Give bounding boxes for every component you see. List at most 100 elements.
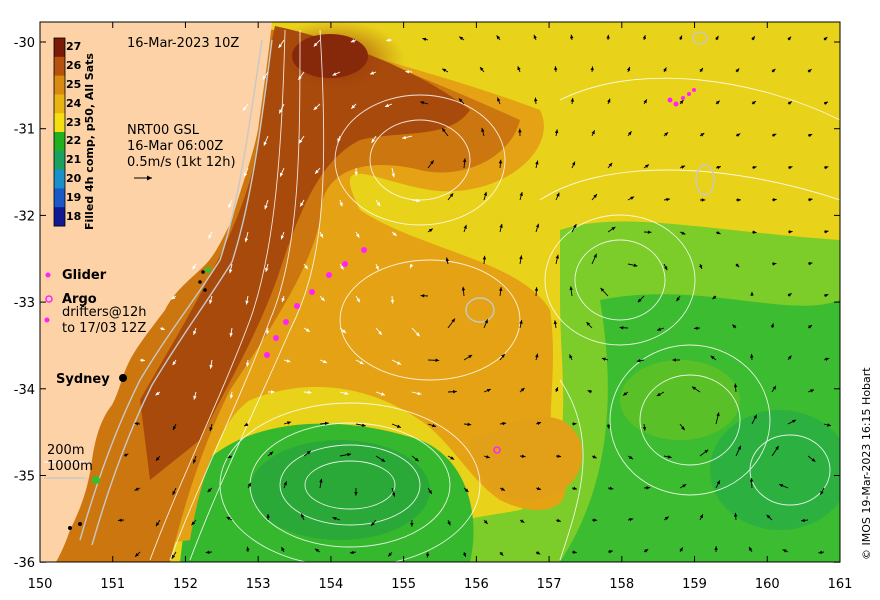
glider-point (692, 88, 696, 92)
velocity-arrow-head (380, 392, 385, 396)
velocity-arrow-head (801, 518, 805, 523)
velocity-arrow-head (430, 160, 434, 165)
velocity-arrow-head (593, 518, 598, 522)
velocity-arrow-head (340, 265, 344, 270)
velocity-vectors (118, 34, 832, 559)
colorbar-swatch (54, 75, 65, 95)
velocity-arrow-head (593, 253, 597, 258)
sea-level-contours (149, 29, 840, 562)
velocity-arrow-head (643, 99, 647, 104)
velocity-arrow-head (771, 68, 776, 73)
velocity-scale-arrow (134, 175, 152, 181)
velocity-arrow-head (534, 287, 539, 291)
velocity-arrow-head (520, 387, 525, 392)
colorbar-swatch (54, 113, 65, 133)
velocity-arrow-head (287, 421, 291, 425)
velocity-arrow-head (787, 293, 792, 297)
velocity-arrow-head (772, 133, 777, 138)
drifter-point (294, 303, 300, 309)
velocity-arrow-head (209, 364, 213, 369)
velocity-arrow-head (315, 169, 319, 174)
velocity-arrow-head (606, 34, 610, 39)
velocity-arrow-head (808, 325, 813, 329)
velocity-arrow-head (378, 330, 382, 335)
velocity-arrow-head (416, 332, 420, 337)
velocity-arrow-head (428, 228, 433, 233)
velocity-arrow-head (306, 450, 311, 455)
velocity-arrow-head (519, 255, 523, 260)
argo-float (493, 446, 501, 454)
velocity-arrow-head (519, 192, 523, 196)
colorbar-tick-label: 18 (66, 209, 82, 223)
velocity-arrow-head (281, 546, 285, 551)
velocity-arrow-head (733, 383, 738, 388)
velocity-arrow-head (700, 133, 705, 137)
velocity-arrow-head (682, 484, 687, 488)
velocity-arrow-head (459, 36, 464, 41)
colorbar-swatch (54, 38, 65, 58)
velocity-arrow-head (714, 546, 718, 550)
velocity-arrow-head (447, 521, 451, 526)
glider-point (681, 96, 685, 100)
velocity-arrow-head (483, 520, 488, 524)
drifter-point (273, 335, 279, 341)
drifter-legend-marker (44, 317, 50, 323)
velocity-arrow-head (554, 129, 559, 134)
velocity-arrow-head (716, 165, 721, 170)
velocity-arrow-head (332, 72, 337, 76)
velocity-arrow-head (749, 478, 754, 482)
velocity-arrow-head (209, 427, 213, 432)
velocity-arrow-head (681, 426, 685, 431)
velocity-arrow-head (772, 198, 777, 202)
velocity-arrow-head (735, 68, 740, 73)
velocity-arrow-head (691, 386, 696, 391)
velocity-arrow-head (827, 423, 831, 427)
velocity-arrow-head (298, 139, 303, 144)
colorbar-title: Filled 4h comp, p50, All Sats (83, 53, 96, 230)
velocity-arrow-head (160, 326, 165, 331)
velocity-arrow-head (573, 224, 577, 229)
velocity-arrow-head (278, 44, 283, 49)
velocity-arrow-head (517, 66, 521, 71)
velocity-arrow-head (483, 191, 488, 196)
velocity-arrow-head (751, 101, 756, 105)
velocity-arrow-head (699, 514, 703, 519)
velocity-arrow-head (445, 257, 450, 262)
velocity-arrow-head (824, 293, 829, 298)
x-tick-label: 160 (755, 577, 780, 592)
velocity-arrow-head (269, 451, 274, 456)
velocity-arrow-head (600, 287, 605, 292)
velocity-arrow-head (270, 390, 275, 394)
velocity-arrow-head (324, 421, 329, 426)
y-tick-label: -34 (14, 383, 35, 398)
velocity-arrow-head (381, 458, 386, 462)
velocity-arrow-head (242, 106, 247, 111)
velocity-arrow-head (191, 521, 196, 526)
colorbar-tick-label: 23 (66, 115, 82, 129)
velocity-arrow-head (173, 426, 177, 431)
velocity-arrow-head (591, 130, 595, 135)
velocity-arrow-head (608, 162, 613, 167)
velocity-arrow-head (736, 133, 741, 137)
velocity-arrow-head (701, 198, 706, 202)
velocity-arrow-head (265, 267, 269, 272)
velocity-arrow-head (645, 164, 649, 169)
velocity-arrow-head (428, 490, 432, 494)
velocity-arrow-head (485, 455, 490, 459)
velocity-arrow-head (171, 554, 176, 559)
colorbar-swatch (54, 56, 65, 77)
velocity-arrow-head (787, 355, 792, 360)
velocity-arrow-head (301, 513, 305, 518)
velocity-arrow-head (462, 552, 467, 557)
velocity-arrow-head (467, 422, 472, 427)
velocity-arrow-head (629, 455, 633, 460)
velocity-arrow-head (825, 357, 830, 362)
velocity-arrow-head (573, 486, 578, 491)
drifter-point (326, 272, 332, 278)
velocity-arrow-head (630, 196, 635, 200)
velocity-arrow-head (422, 37, 427, 42)
velocity-arrow-head (337, 138, 341, 143)
velocity-arrow-head (192, 459, 197, 464)
warm-core-filament (140, 26, 470, 480)
orange-patch-south (470, 416, 582, 500)
